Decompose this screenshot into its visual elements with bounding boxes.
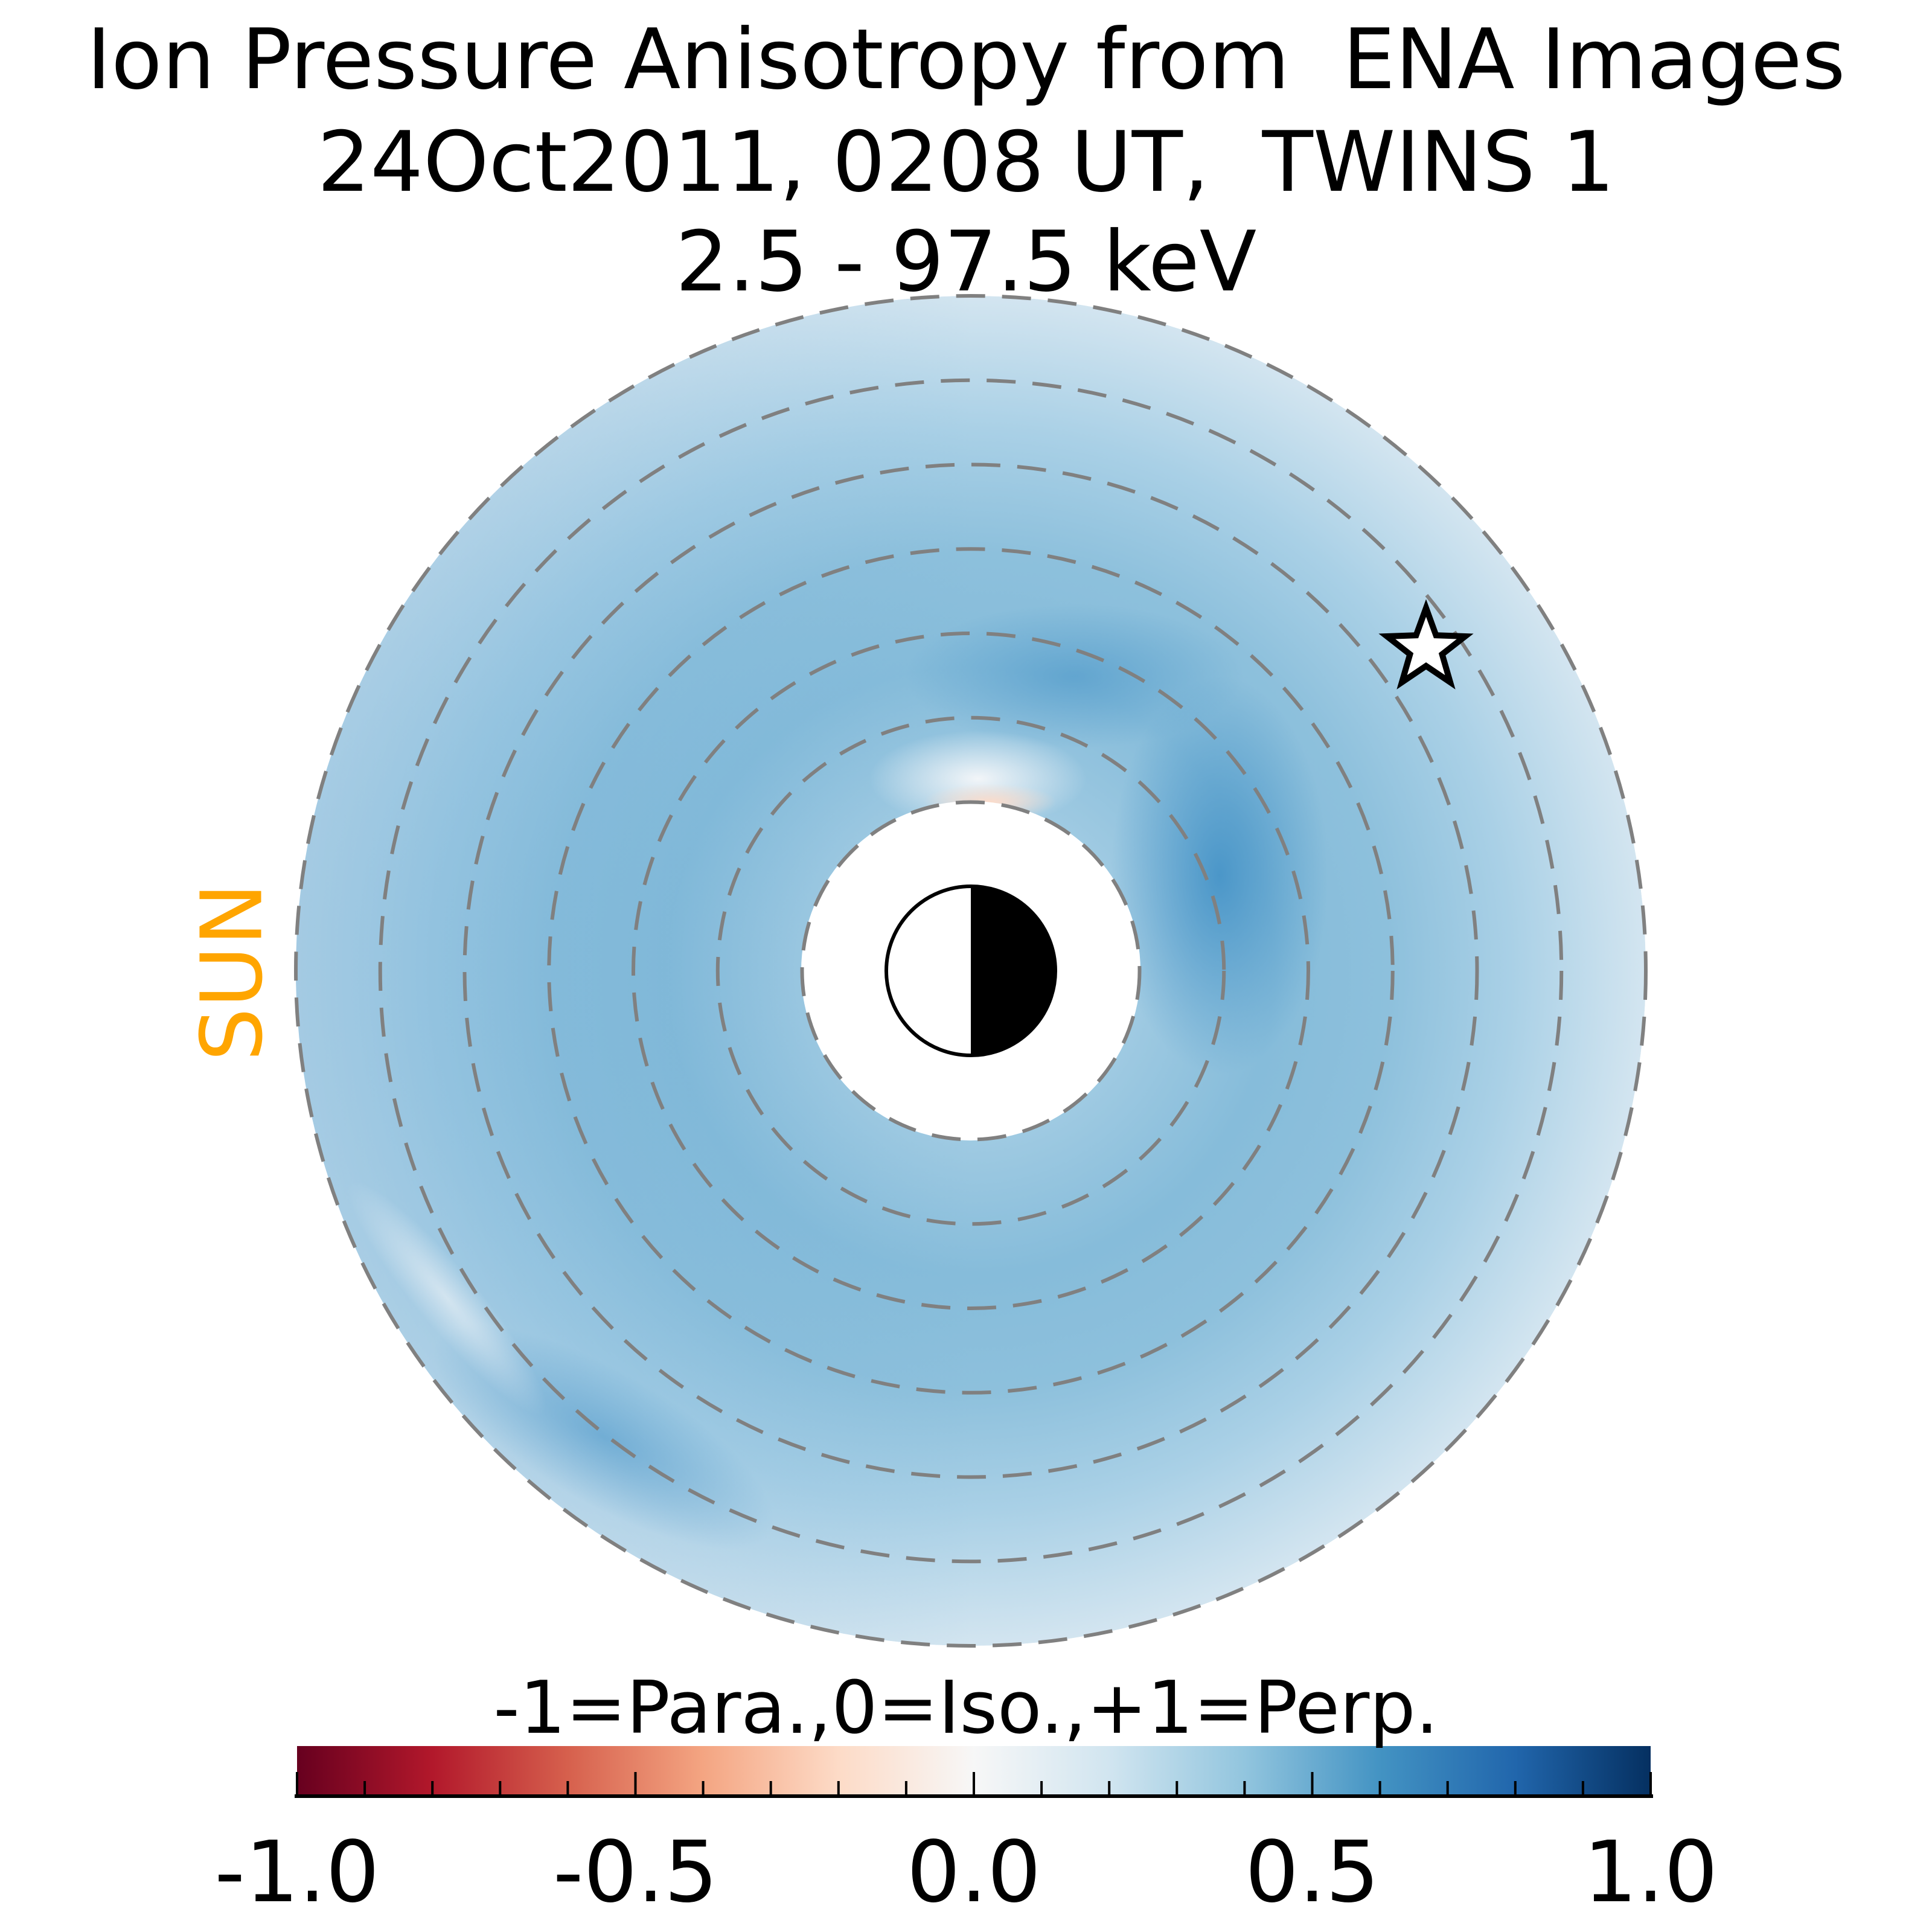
colorbar-ticks <box>295 1772 1653 1798</box>
ring-4re <box>632 632 1310 1310</box>
colorbar-tick-label: 1.0 <box>1583 1823 1718 1922</box>
ring-5re <box>547 547 1395 1395</box>
ring-3re <box>715 715 1226 1226</box>
title-line-2: 24Oct2011, 0208 UT, TWINS 1 <box>317 114 1615 211</box>
pre-midnight-band <box>906 604 1244 749</box>
colorbar-tick-label: 0.0 <box>906 1823 1041 1922</box>
ring-6re <box>462 462 1479 1479</box>
sun-label: SUN <box>183 882 282 1062</box>
earth-icon <box>884 884 1057 1057</box>
ring-7re <box>378 378 1564 1564</box>
title-line-1: Ion Pressure Anisotropy from ENA Images <box>86 11 1846 108</box>
ring-2re <box>800 800 1142 1142</box>
title-line-3: 2.5 - 97.5 keV <box>675 213 1257 310</box>
colorbar-tick-label: -1.0 <box>214 1823 380 1922</box>
colorbar-tick-label: -0.5 <box>552 1823 718 1922</box>
colorbar-tick-label: 0.5 <box>1245 1823 1380 1922</box>
colorbar-label: -1=Para.,0=Iso.,+1=Perp. <box>493 1666 1439 1750</box>
ring-8re <box>294 294 1648 1648</box>
dusk-peak <box>1111 676 1328 1075</box>
star-icon <box>1378 599 1474 689</box>
distance-rings <box>294 294 1648 1648</box>
pale-stripe <box>347 1180 547 1416</box>
